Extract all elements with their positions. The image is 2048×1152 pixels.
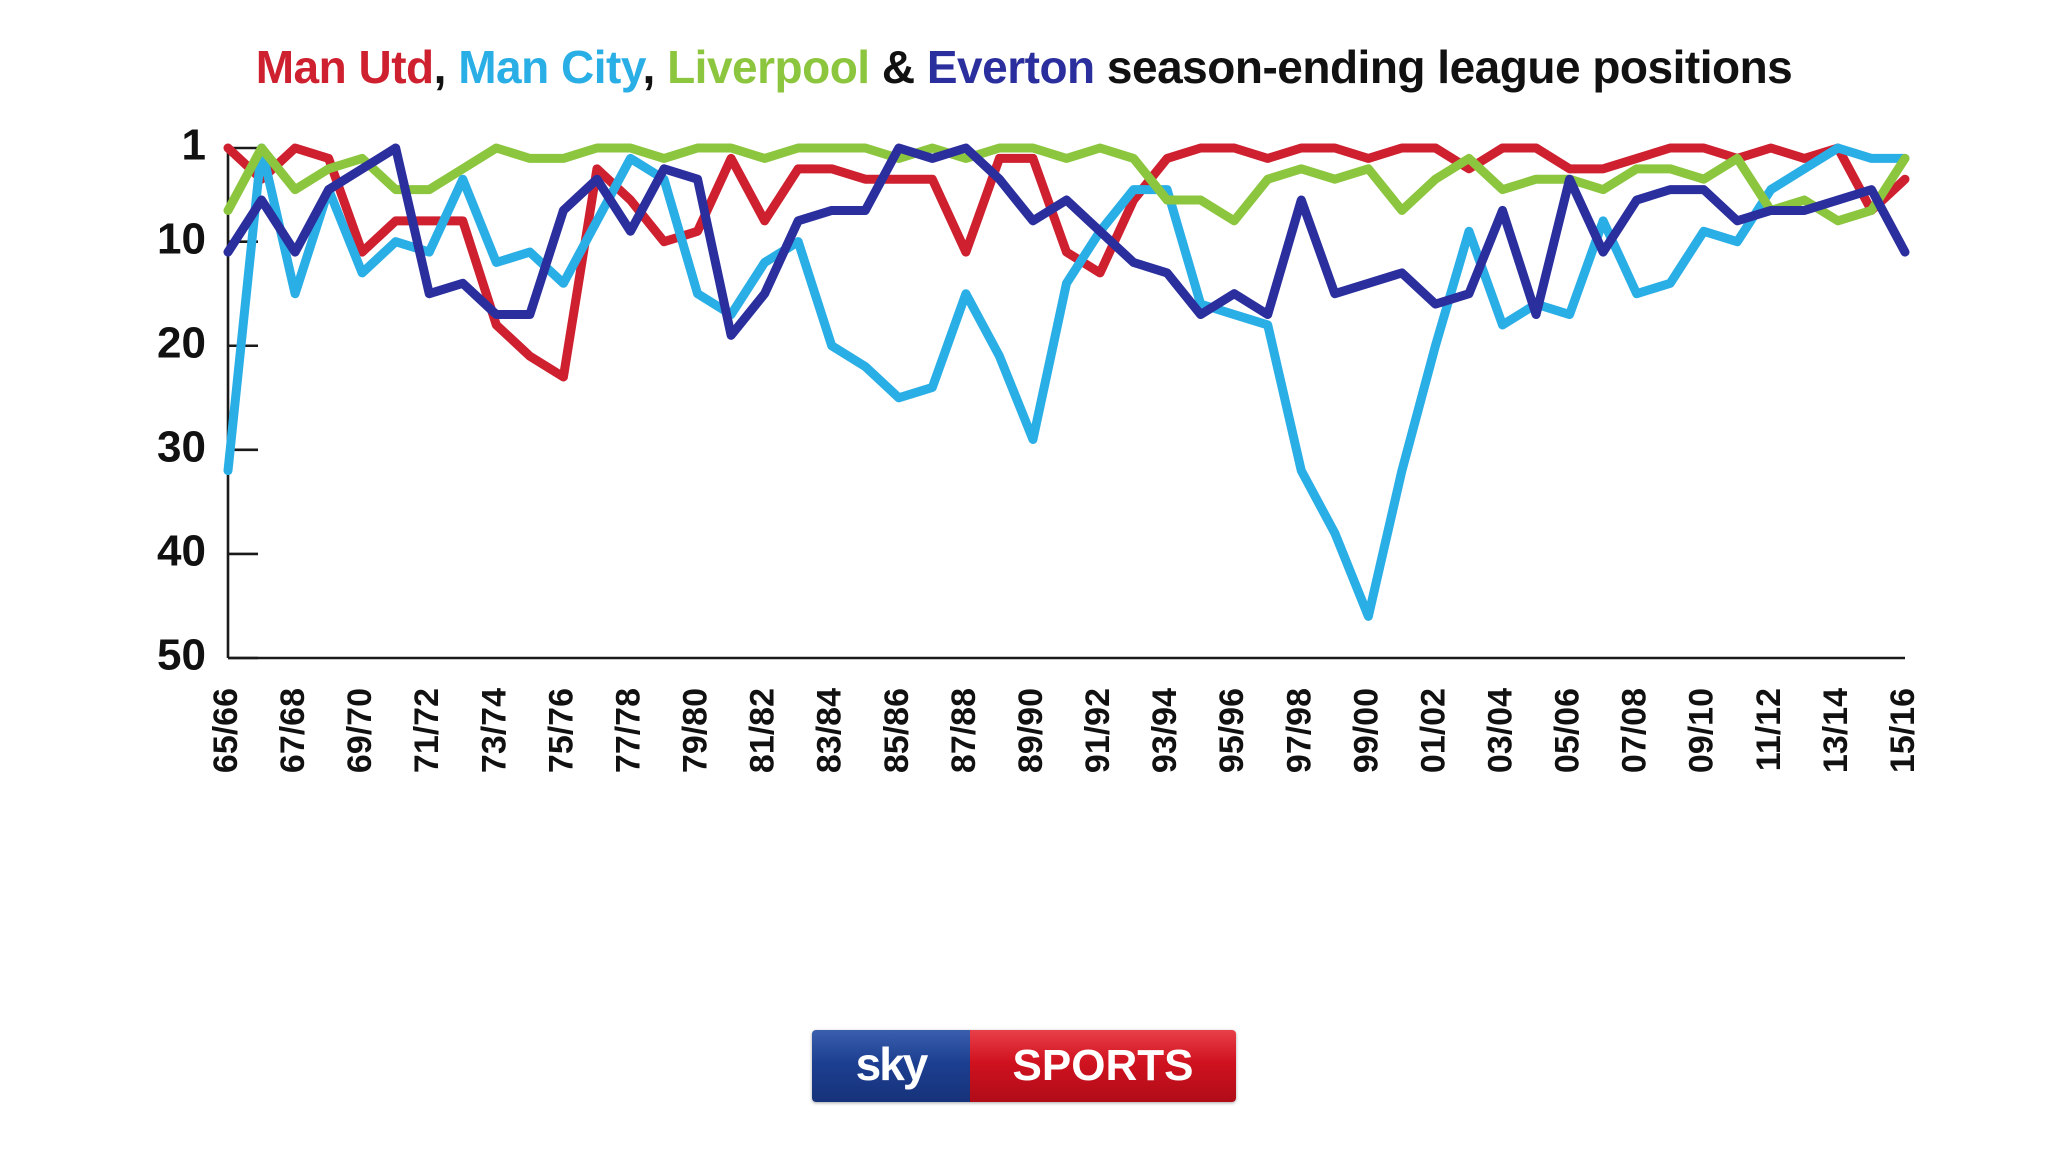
series-line-man-city [223,143,1910,621]
x-tick-label-07-08: 07/08 [1616,688,1654,773]
title-segment-man-utd: Man Utd [255,41,434,93]
x-tick-label-69-70: 69/70 [341,688,379,773]
x-tick-label-05-06: 05/06 [1549,688,1587,773]
x-tick-label-09-10: 09/10 [1683,688,1721,773]
logo-sky-block: sky [812,1030,970,1102]
x-tick-label-79-80: 79/80 [677,688,715,773]
x-tick-label-81-82: 81/82 [744,688,782,773]
x-tick-label-95-96: 95/96 [1213,688,1251,773]
x-tick-labels: 65/66 67/68 69/70 71/72 73/74 75/76 77/78 79/80… [207,688,1922,773]
x-tick-label-89-90: 89/90 [1012,688,1050,773]
y-tick-label-30: 30 [157,422,206,471]
y-tick-label-40: 40 [157,527,206,576]
y-tick-label-1: 1 [182,121,206,170]
x-tick-label-75-76: 75/76 [542,688,580,773]
y-axis: 1 10 20 30 40 50 [157,121,258,680]
x-tick-label-99-00: 99/00 [1347,688,1385,773]
x-tick-label-65-66: 65/66 [207,688,245,773]
x-tick-label-13-14: 13/14 [1817,688,1855,773]
x-tick-label-01-02: 01/02 [1414,688,1452,773]
title-separator-1: , [433,41,459,93]
y-tick-label-50: 50 [157,631,206,680]
chart-title: Man Utd, Man City, Liverpool & Everton s… [0,42,2048,93]
logo-sky-text: sky [855,1038,929,1090]
x-tick-label-87-88: 87/88 [945,688,983,773]
title-segment-man-city: Man City [458,41,643,93]
y-tick-label-10: 10 [157,214,206,263]
x-tick-label-11-12: 11/12 [1750,688,1788,771]
x-tick-label-03-04: 03/04 [1482,688,1520,773]
series-lines [223,143,1910,621]
x-tick-label-67-68: 67/68 [274,688,312,773]
sky-sports-logo: sky SPORTS [812,1030,1236,1102]
title-separator-3: & [869,41,927,93]
title-separator-2: , [642,41,668,93]
x-tick-label-77-78: 77/78 [609,688,647,773]
y-tick-label-20: 20 [157,318,206,367]
x-tick-label-71-72: 71/72 [408,688,446,773]
x-tick-label-91-92: 91/92 [1079,688,1117,773]
x-tick-label-15-16: 15/16 [1884,688,1922,773]
title-segment-liverpool: Liverpool [667,41,870,93]
x-tick-label-73-74: 73/74 [475,688,513,773]
title-segment-everton: Everton [926,41,1095,93]
series-line-liverpool [223,143,1910,226]
x-tick-label-97-98: 97/98 [1280,688,1318,773]
series-line-man-utd [223,143,1910,382]
series-line-everton [223,143,1910,340]
title-segment-rest: season-ending league positions [1094,41,1793,93]
x-tick-label-85-86: 85/86 [878,688,916,773]
logo-sports-text: SPORTS [1012,1041,1194,1090]
logo-sports-block: SPORTS [970,1030,1236,1102]
x-tick-label-93-94: 93/94 [1146,688,1184,773]
x-tick-label-83-84: 83/84 [811,688,849,773]
